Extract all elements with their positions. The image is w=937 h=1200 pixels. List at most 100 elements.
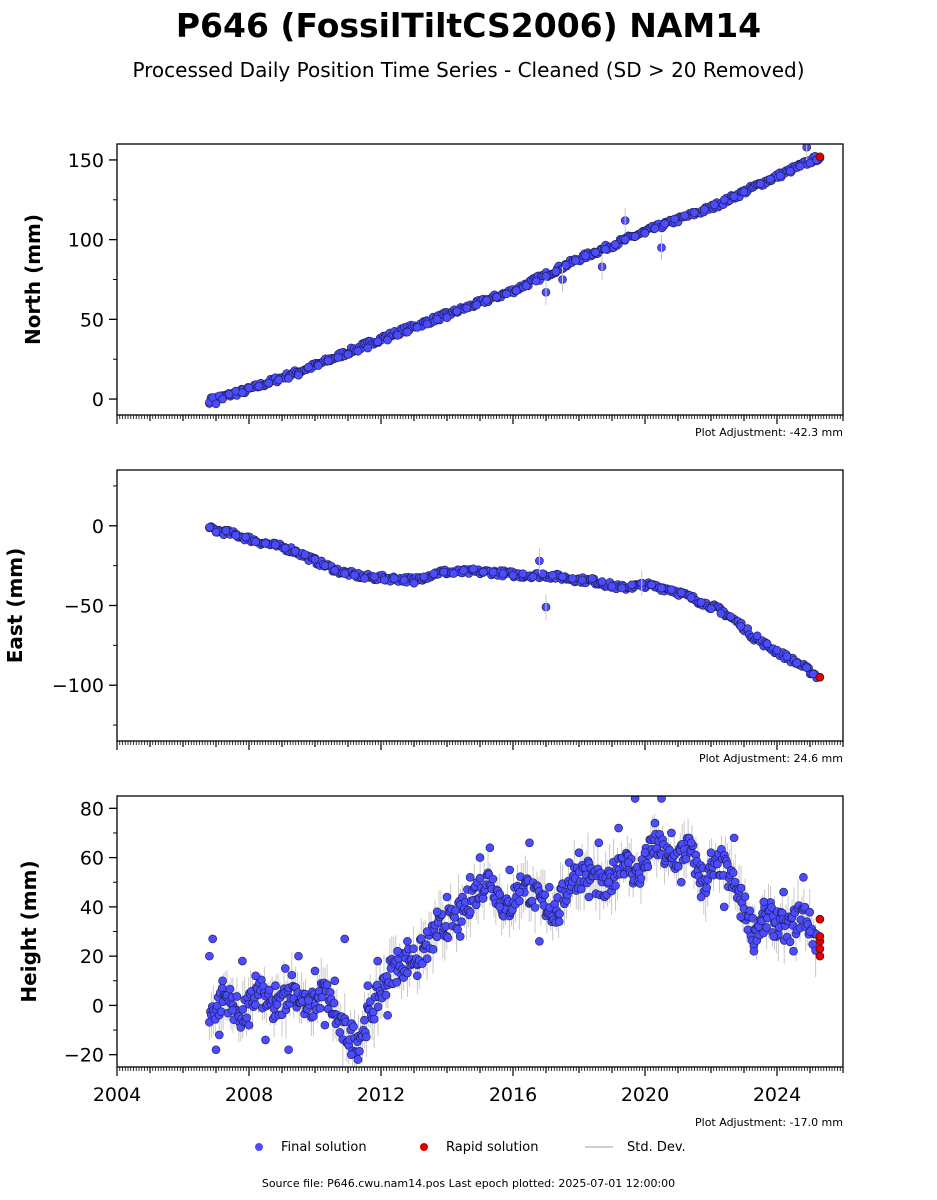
final-solution-point: [221, 526, 231, 535]
final-solution-point: [667, 828, 676, 838]
legend-final: Final solution: [255, 1137, 367, 1157]
final-solution-point: [211, 1045, 221, 1055]
source-footer: Source file: P646.cwu.nam14.pos Last epo…: [261, 1177, 676, 1190]
final-solution-point: [383, 1010, 392, 1020]
final-solution-point: [548, 570, 557, 580]
final-solution-point: [538, 569, 548, 578]
final-solution-point: [624, 858, 633, 867]
final-solution-point: [350, 570, 359, 580]
final-solution-point: [429, 569, 439, 578]
final-solution-point: [251, 537, 260, 547]
final-solution-point: [515, 887, 524, 897]
final-solution-point: [238, 1005, 248, 1014]
y-tick-label: 0: [92, 995, 104, 1017]
final-solution-point: [772, 645, 782, 655]
final-solution-point: [475, 853, 485, 862]
rapid-solution-point: [815, 951, 825, 961]
final-solution-point: [587, 574, 597, 583]
final-solution-point: [591, 248, 600, 257]
final-solution-point: [729, 192, 739, 201]
final-solution-point: [452, 307, 462, 316]
final-solution-point: [274, 375, 284, 385]
final-solution-point: [205, 951, 214, 961]
final-solution-point: [455, 932, 465, 941]
final-solution-point: [740, 892, 750, 902]
final-solution-point: [383, 335, 392, 345]
final-solution-point: [284, 1045, 293, 1055]
final-solution-point: [627, 580, 637, 590]
final-solution-point: [225, 984, 235, 994]
final-solution-point: [535, 937, 544, 946]
final-solution-point: [769, 932, 779, 941]
final-solution-point: [785, 166, 795, 176]
final-solution-point: [355, 1047, 364, 1056]
final-solution-point: [462, 303, 472, 313]
std-dev-marker: [585, 1146, 613, 1148]
plot-adjustment-label: Plot Adjustment: -17.0 mm: [695, 1116, 843, 1129]
final-solution-point: [310, 966, 320, 976]
final-solution-point: [657, 583, 666, 593]
final-solution-point: [782, 652, 792, 661]
final-solution-point: [330, 976, 340, 986]
final-solution-point: [508, 570, 518, 580]
y-tick-label: 60: [80, 848, 104, 870]
final-solution-point: [680, 211, 689, 221]
final-solution-point: [800, 902, 810, 912]
final-solution-point: [607, 582, 617, 591]
final-solution-point: [412, 971, 422, 981]
final-solution-point: [719, 902, 729, 912]
x-tick-label: 2008: [225, 1084, 273, 1106]
final-solution-point: [346, 1050, 356, 1059]
x-tick-label: 2004: [93, 1084, 141, 1106]
x-tick-label: 2016: [489, 1084, 537, 1106]
final-solution-point: [315, 1003, 325, 1013]
y-tick-label: −100: [52, 675, 104, 697]
final-solution-point: [320, 1020, 330, 1030]
legend-rapid-label: Rapid solution: [446, 1139, 539, 1155]
rapid-solution-point: [815, 914, 825, 924]
final-solution-point: [614, 823, 623, 833]
final-solution-point: [805, 927, 815, 936]
final-solution-point: [244, 1020, 254, 1030]
x-tick-label: 2012: [357, 1084, 405, 1106]
y-tick-label: 50: [80, 309, 104, 331]
final-solution-point: [478, 567, 488, 577]
final-solution-point: [349, 1022, 358, 1031]
final-solution-point: [686, 838, 696, 848]
final-solution-point: [749, 946, 759, 956]
final-solution-point: [428, 944, 438, 954]
final-solution-point: [728, 868, 738, 878]
final-solution-point: [762, 639, 772, 649]
final-solution-point: [576, 884, 586, 894]
final-solution-point: [564, 858, 574, 867]
final-solution-point: [795, 162, 805, 171]
final-solution-point: [443, 933, 453, 943]
final-solution-point: [422, 319, 432, 329]
plot-area-1: [205, 522, 825, 683]
final-solution-point: [657, 796, 666, 803]
final-solution-point: [280, 543, 290, 553]
legend: Final solution Rapid solution Std. Dev.: [255, 1137, 725, 1159]
final-solution-point: [343, 350, 353, 359]
final-solution-point: [419, 572, 429, 582]
y-tick-label: 20: [80, 946, 104, 968]
final-solution-point: [403, 327, 412, 337]
final-solution-point: [403, 968, 412, 978]
y-tick-label: 40: [80, 897, 104, 919]
chart-title: P646 (FossilTiltCS2006) NAM14: [175, 6, 762, 45]
final-solution-point: [215, 1030, 224, 1040]
final-solution-point: [335, 1028, 345, 1037]
final-solution-point: [802, 663, 812, 672]
final-solution-point: [373, 956, 383, 966]
final-solution-point: [530, 903, 540, 912]
final-solution-point: [601, 244, 610, 254]
final-solution-point: [488, 567, 498, 577]
y-tick-label: 150: [68, 150, 104, 172]
final-solution-point: [495, 902, 505, 912]
plot-adjustment-label: Plot Adjustment: -42.3 mm: [695, 426, 843, 439]
final-solution-point: [696, 892, 706, 902]
final-solution-point: [251, 971, 260, 981]
final-solution-point: [373, 1002, 383, 1012]
final-solution-point: [363, 343, 373, 353]
plot-area-0: [205, 144, 825, 409]
